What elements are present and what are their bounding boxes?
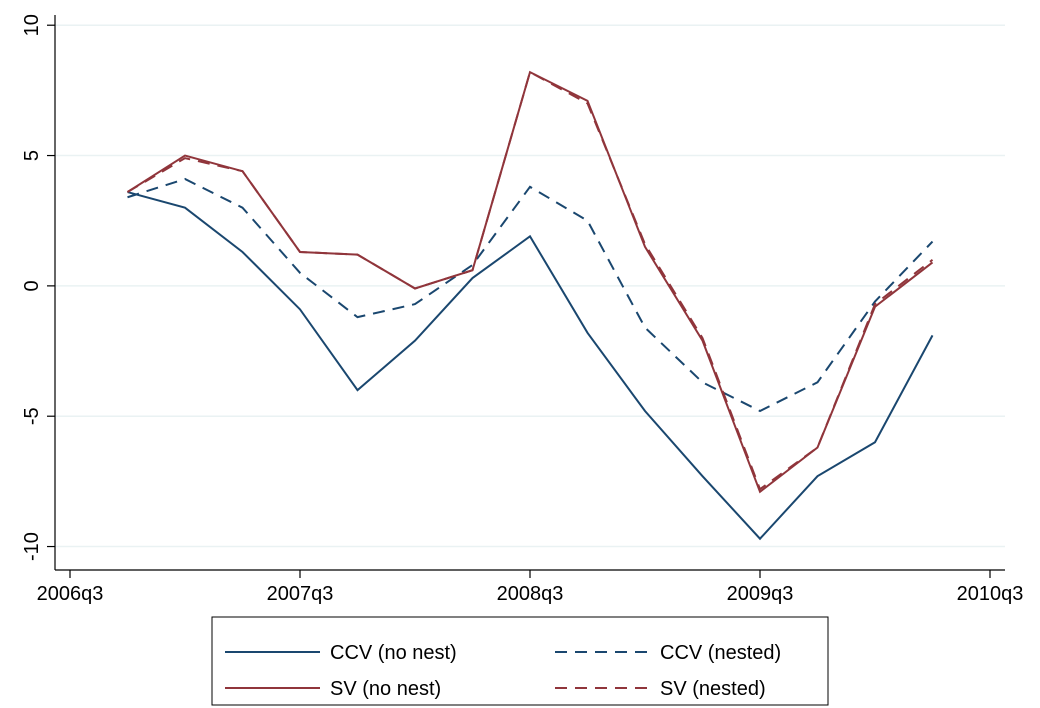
legend-label: SV (nested)	[660, 678, 766, 700]
x-tick-label: 2010q3	[957, 583, 1024, 605]
y-tick-label: 5	[21, 150, 43, 161]
legend-label: CCV (nested)	[660, 642, 781, 664]
y-tick-label: 10	[21, 14, 43, 36]
x-tick-label: 2006q3	[37, 583, 104, 605]
legend-box	[211, 616, 829, 706]
series-line	[126, 70, 934, 494]
y-tick-label: -5	[21, 407, 43, 425]
x-tick-label: 2009q3	[727, 583, 794, 605]
series-line	[127, 177, 934, 413]
y-tick-label: -10	[21, 532, 43, 561]
series-line	[127, 191, 934, 541]
legend-label: SV (no nest)	[330, 678, 441, 700]
y-tick-label: 0	[21, 280, 43, 291]
legend-label: CCV (no nest)	[330, 642, 457, 664]
series-line	[126, 70, 934, 491]
x-tick-label: 2008q3	[497, 583, 564, 605]
x-tick-label: 2007q3	[267, 583, 334, 605]
